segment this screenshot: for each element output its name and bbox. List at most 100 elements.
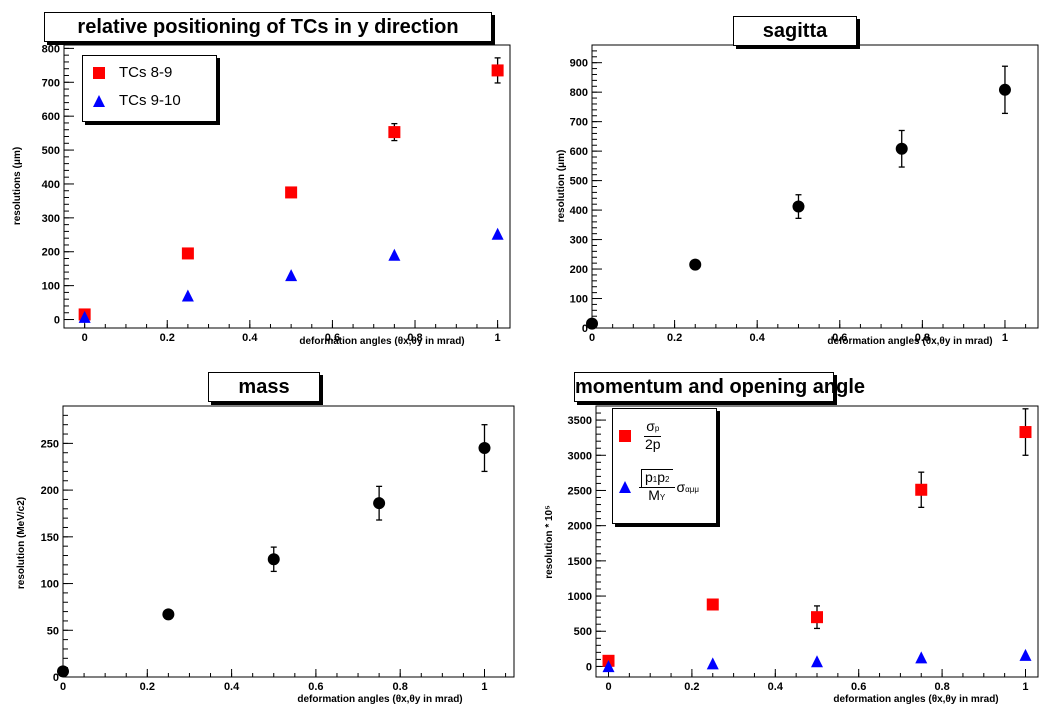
chart-title: momentum and opening angle bbox=[574, 372, 865, 402]
data-point-square bbox=[181, 247, 194, 260]
y-tick-label: 600 bbox=[42, 111, 60, 123]
points bbox=[78, 57, 504, 323]
data-point-circle bbox=[689, 258, 702, 271]
data-point-circle bbox=[478, 442, 491, 455]
y-tick-label: 1000 bbox=[568, 591, 592, 603]
y-tick-label: 400 bbox=[570, 205, 588, 217]
y-tick-label: 200 bbox=[41, 485, 59, 497]
legend-entry-sigma-p-over-2p: σp 2p bbox=[644, 418, 662, 452]
x-tick-label: 0.6 bbox=[325, 332, 340, 344]
chart-svg-4: 0 0.2 0.4 0.6 0.8 1 0 500 1000 1500 2000 2500 3000 35… bbox=[544, 405, 1039, 705]
data-point-triangle bbox=[1019, 648, 1032, 661]
chart-svg-3: 0 0.2 0.4 0.6 0.8 1 0 50 100 150 200 250 deformatio… bbox=[16, 405, 515, 705]
x-tick-label: 0.4 bbox=[768, 681, 784, 693]
x-tick-label: 0 bbox=[589, 332, 595, 344]
x-tick-label: 0.6 bbox=[832, 332, 847, 344]
y-axis-label: resolution (μm) bbox=[556, 150, 567, 223]
data-point-square bbox=[915, 483, 928, 496]
y-tick-label: 250 bbox=[41, 438, 59, 450]
data-point-circle bbox=[792, 200, 805, 213]
data-point-triangle bbox=[491, 227, 504, 240]
x-tick-label: 1 bbox=[1022, 681, 1028, 693]
data-point-circle bbox=[586, 317, 598, 330]
y-axis-label: resolutions (μm) bbox=[12, 147, 23, 225]
data-point-square bbox=[706, 598, 719, 611]
x-tick-label: 0 bbox=[605, 681, 611, 693]
y-tick-label: 0 bbox=[53, 672, 59, 684]
x-tick-label: 0.8 bbox=[915, 332, 930, 344]
y-tick-label: 300 bbox=[42, 213, 60, 225]
y-tick-label: 500 bbox=[570, 176, 588, 188]
x-tick-label: 1 bbox=[495, 332, 501, 344]
y-tick-label: 3500 bbox=[568, 415, 592, 427]
y-tick-label: 400 bbox=[42, 179, 60, 191]
x-tick-label: 1 bbox=[481, 681, 487, 693]
data-point-circle bbox=[998, 83, 1011, 96]
y-tick-label: 2000 bbox=[568, 521, 592, 533]
plot-frame bbox=[591, 44, 1039, 329]
chart-title: relative positioning of TCs in y directi… bbox=[44, 12, 492, 42]
y-tick-label: 500 bbox=[574, 626, 592, 638]
legend-triangle-marker bbox=[619, 481, 631, 493]
data-point-triangle bbox=[602, 660, 615, 673]
data-point-square bbox=[491, 64, 504, 77]
points bbox=[57, 424, 491, 678]
y-tick-label: 0 bbox=[582, 323, 588, 335]
panel-mass: 0 0.2 0.4 0.6 0.8 1 0 50 100 150 200 250 deformatio… bbox=[4, 362, 520, 708]
legend: σp 2p p1p2 MΥ σαμμ bbox=[612, 408, 717, 524]
data-point-circle bbox=[373, 497, 386, 510]
data-point-triangle bbox=[388, 248, 401, 261]
legend-entry-1: TCs 8-9 bbox=[119, 64, 173, 81]
chart-svg-1: 0 0.2 0.4 0.6 0.8 10100200300400500600700800 … bbox=[12, 43, 511, 347]
data-point-circle bbox=[57, 665, 69, 678]
ticks: 0 0.2 0.4 0.6 0.8 1 0 500 1000 1500 2000 2500 3000 35… bbox=[568, 405, 1029, 693]
ticks: 0 0.2 0.4 0.6 0.8 1 0 100 200 300 400 500 600 700 800 bbox=[42, 43, 501, 344]
points bbox=[586, 65, 1011, 330]
x-axis-label: deformation angles (θx,θy in mrad) bbox=[827, 336, 992, 347]
data-point-circle bbox=[267, 553, 280, 566]
y-tick-label: 700 bbox=[42, 77, 60, 89]
ticks: 0 0.2 0.4 0.6 0.8 1 0 50 100 150 200 250 bbox=[41, 405, 507, 693]
x-tick-label: 0.8 bbox=[934, 681, 949, 693]
data-point-square bbox=[285, 186, 298, 199]
data-point-triangle bbox=[811, 655, 823, 668]
y-tick-label: 800 bbox=[570, 87, 588, 99]
panel-relative-positioning: 0 0.2 0.4 0.6 0.8 1 0 100 200 300 400 500 600 700 800 … bbox=[6, 8, 520, 348]
y-tick-label: 100 bbox=[570, 294, 588, 306]
y-tick-label: 500 bbox=[42, 145, 60, 157]
legend-square-marker bbox=[93, 66, 105, 79]
legend-entry-opening-angle: p1p2 MΥ bbox=[639, 469, 675, 505]
x-axis-label: deformation angles (θx,θy in mrad) bbox=[833, 694, 998, 705]
y-tick-label: 700 bbox=[570, 117, 588, 129]
x-axis-label: deformation angles (θx,θy in mrad) bbox=[299, 336, 464, 347]
x-tick-label: 0.8 bbox=[393, 681, 408, 693]
x-axis-label: deformation angles (θx,θy in mrad) bbox=[297, 694, 462, 705]
legend-square-marker bbox=[619, 429, 631, 442]
panel-momentum: 0 0.2 0.4 0.6 0.8 1 0 500 1000 1500 2000 2500 3000 35… bbox=[530, 362, 1044, 708]
y-axis-label: resolution (MeV/c2) bbox=[16, 497, 27, 589]
y-tick-label: 900 bbox=[570, 58, 588, 70]
data-point-triangle bbox=[285, 269, 298, 282]
x-tick-label: 0.2 bbox=[140, 681, 155, 693]
y-tick-label: 0 bbox=[586, 661, 592, 673]
y-tick-label: 200 bbox=[570, 264, 588, 276]
plot-frame bbox=[63, 44, 511, 329]
chart-title: mass bbox=[208, 372, 320, 402]
x-tick-label: 0 bbox=[82, 332, 88, 344]
ticks: 0 0.2 0.4 0.6 0.8 1 0 100 200 300 400 500 600 700 800 9… bbox=[570, 44, 1027, 344]
plot-frame bbox=[62, 405, 515, 678]
y-axis-label: resolution * 10⁵ bbox=[544, 505, 555, 579]
legend-entry-2: TCs 9-10 bbox=[119, 92, 181, 109]
x-tick-label: 0.2 bbox=[684, 681, 699, 693]
y-tick-label: 100 bbox=[41, 579, 59, 591]
x-tick-label: 1 bbox=[1002, 332, 1008, 344]
data-point-square bbox=[1019, 426, 1032, 439]
data-point-triangle bbox=[78, 310, 91, 323]
legend: TCs 8-9 TCs 9-10 bbox=[82, 55, 217, 122]
y-tick-label: 3000 bbox=[568, 450, 592, 462]
x-tick-label: 0.2 bbox=[667, 332, 682, 344]
legend-triangle-marker bbox=[93, 94, 105, 107]
x-tick-label: 0.4 bbox=[750, 332, 766, 344]
points bbox=[602, 408, 1032, 673]
data-point-triangle bbox=[915, 651, 928, 664]
